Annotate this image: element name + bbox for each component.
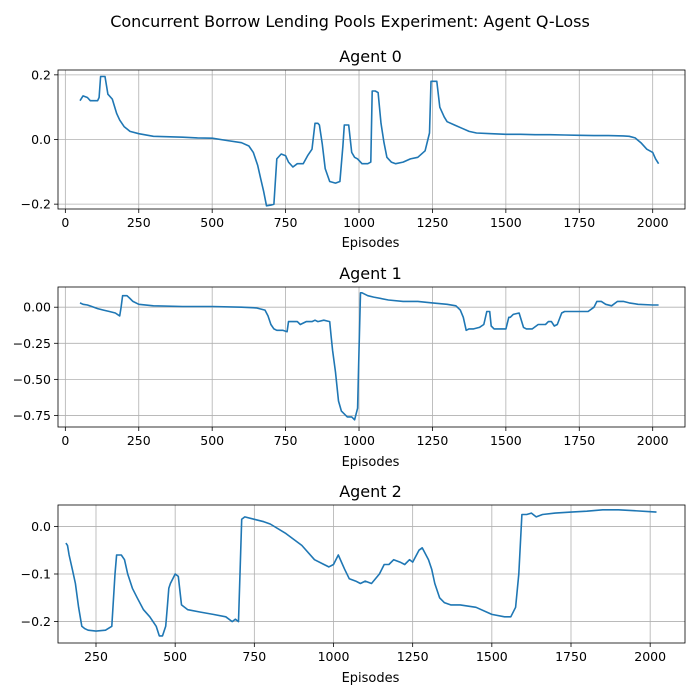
series-line-agent-0 xyxy=(79,75,660,207)
axes-frame-agent-1 xyxy=(57,286,686,428)
y-tick-label: −0.75 xyxy=(13,408,51,423)
x-tick-label: 750 xyxy=(274,215,298,230)
x-tick-label: 500 xyxy=(200,433,224,448)
figure-suptitle: Concurrent Borrow Lending Pools Experime… xyxy=(110,12,590,31)
y-axis-agent-0: −0.2 0.0 0.2 xyxy=(21,67,58,212)
x-tick-label: 500 xyxy=(200,215,224,230)
x-tick-label: 1250 xyxy=(417,433,449,448)
subplot-title-agent-0: Agent 0 xyxy=(339,47,402,66)
subplot-title-agent-1: Agent 1 xyxy=(339,264,402,283)
series-line-agent-2 xyxy=(65,508,657,637)
x-axis-agent-2: 250 500 750 1000 1250 1500 1750 2000 xyxy=(84,643,666,664)
x-tick-label: 2000 xyxy=(637,433,669,448)
y-tick-label: −0.25 xyxy=(13,336,51,351)
x-axis-label-agent-2: Episodes xyxy=(342,671,400,686)
x-axis-agent-1: 0 250 500 750 1000 1250 1500 1750 2000 xyxy=(61,427,669,448)
x-tick-label: 1750 xyxy=(563,215,595,230)
x-tick-label: 1500 xyxy=(476,649,508,664)
x-tick-label: 750 xyxy=(242,649,266,664)
x-tick-label: 250 xyxy=(127,433,151,448)
x-tick-label: 250 xyxy=(127,215,151,230)
y-tick-label: −0.2 xyxy=(21,614,51,629)
subplot-agent-2: Agent 2 250 500 750 1000 1250 1500 1750 2000 −0… xyxy=(21,482,686,686)
y-tick-label: −0.1 xyxy=(21,567,51,582)
x-tick-label: 1750 xyxy=(563,433,595,448)
y-tick-label: 0.2 xyxy=(31,67,51,82)
x-tick-label: 750 xyxy=(274,433,298,448)
x-tick-label: 1500 xyxy=(490,215,522,230)
axes-frame-agent-2 xyxy=(57,504,686,644)
x-axis-label-agent-0: Episodes xyxy=(342,236,400,251)
y-axis-agent-2: −0.2 −0.1 0.0 xyxy=(21,519,58,629)
x-axis-agent-0: 0 250 500 750 1000 1250 1500 1750 2000 xyxy=(61,209,669,230)
x-tick-label: 0 xyxy=(61,433,69,448)
axes-frame-agent-0 xyxy=(57,69,686,210)
x-tick-label: 250 xyxy=(84,649,108,664)
y-tick-label: 0.00 xyxy=(23,300,51,315)
y-tick-label: 0.0 xyxy=(31,519,51,534)
x-tick-label: 1250 xyxy=(397,649,429,664)
y-tick-label: −0.2 xyxy=(21,197,51,212)
x-tick-label: 1000 xyxy=(343,215,375,230)
x-tick-label: 0 xyxy=(61,215,69,230)
x-tick-label: 1250 xyxy=(417,215,449,230)
x-axis-label-agent-1: Episodes xyxy=(342,455,400,470)
x-tick-label: 500 xyxy=(163,649,187,664)
x-tick-label: 2000 xyxy=(637,215,669,230)
y-tick-label: 0.0 xyxy=(31,132,51,147)
x-tick-label: 1500 xyxy=(490,433,522,448)
x-tick-label: 1750 xyxy=(555,649,587,664)
y-axis-agent-1: −0.75 −0.50 −0.25 0.00 xyxy=(13,300,58,423)
subplot-title-agent-2: Agent 2 xyxy=(339,482,402,501)
y-tick-label: −0.50 xyxy=(13,372,51,387)
grid-agent-2 xyxy=(58,505,685,643)
grid-agent-0 xyxy=(58,70,685,209)
grid-agent-1 xyxy=(58,287,685,427)
x-tick-label: 2000 xyxy=(634,649,666,664)
subplot-agent-1: Agent 1 0 250 500 750 1000 1250 1500 1750 2000 −… xyxy=(13,264,686,470)
series-line-agent-1 xyxy=(79,291,659,421)
subplot-agent-0: Agent 0 0 250 500 750 1000 1250 1500 1750 2000 −… xyxy=(21,47,686,251)
x-tick-label: 1000 xyxy=(343,433,375,448)
x-tick-label: 1000 xyxy=(318,649,350,664)
